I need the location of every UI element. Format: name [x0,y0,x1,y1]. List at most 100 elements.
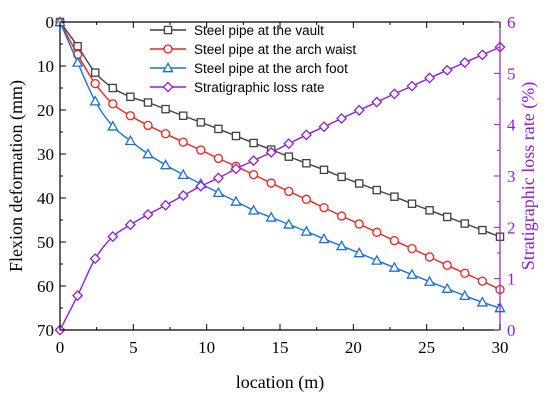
data-point-3-19 [388,88,400,100]
data-point-2-9 [212,186,225,198]
data-point-2-15 [318,232,330,244]
data-point-2-2 [89,95,101,106]
data-point-1-3 [108,99,118,109]
legend-entry-0: Steel pipe at the vault [150,23,324,38]
y-left-tick-label-4: 40 [37,189,54,208]
data-point-3-9 [212,172,224,184]
data-point-0-23 [460,219,470,228]
legend-marker-2 [162,62,174,73]
data-point-0-16 [337,172,346,182]
data-point-3-15 [318,121,330,133]
data-point-3-18 [371,96,383,108]
data-point-2-12 [265,211,277,222]
y-left-tick-label-5: 50 [37,233,54,252]
data-point-0-17 [354,179,364,188]
data-point-2-10 [230,195,242,206]
data-point-0-8 [196,118,206,127]
series-0 [55,17,505,241]
data-point-2-20 [406,268,418,279]
legend-label-0: Steel pipe at the vault [194,23,324,38]
data-point-3-3 [107,231,119,243]
legend-label-2: Steel pipe at the arch foot [194,61,348,76]
y-right-tick-label-6: 6 [507,13,516,32]
data-point-1-8 [196,145,206,155]
data-point-2-23 [459,289,471,301]
legend-marker-0 [163,25,173,35]
legend-label-1: Steel pipe at the arch waist [194,42,356,57]
x-tick-label-1: 5 [129,338,138,357]
data-point-2-21 [423,275,436,286]
data-point-3-4 [124,219,136,231]
data-point-0-24 [478,225,487,235]
data-point-2-19 [388,261,401,272]
data-point-2-13 [283,218,295,229]
legend-entry-3: Stratigraphic loss rate [150,80,325,95]
data-point-3-21 [424,72,436,84]
y-left-tick-label-1: 10 [37,57,54,76]
data-point-1-19 [389,236,400,246]
data-point-2-7 [177,168,189,180]
data-point-2-4 [124,134,137,146]
data-point-0-19 [390,192,399,201]
data-point-1-6 [160,129,171,139]
data-point-2-24 [476,296,489,307]
y-right-tick-label-4: 4 [507,116,516,135]
data-point-2-5 [142,148,154,159]
data-point-0-4 [126,92,135,102]
data-point-2-16 [335,240,348,251]
y-left-tick-label-2: 20 [37,101,54,120]
data-point-3-17 [353,104,365,116]
data-point-0-9 [214,124,223,134]
data-point-3-8 [195,180,207,192]
legend-entry-1: Steel pipe at the arch waist [150,42,356,57]
data-point-1-9 [213,153,224,164]
data-point-1-5 [143,120,153,131]
data-point-1-22 [442,260,452,270]
data-point-0-10 [231,131,241,141]
data-point-1-2 [90,78,100,89]
data-point-3-5 [142,208,154,221]
x-tick-label-4: 20 [345,338,362,357]
data-point-3-23 [459,57,471,69]
data-point-2-3 [107,120,119,131]
data-point-0-3 [108,83,118,93]
data-point-1-24 [477,276,488,286]
data-point-0-15 [319,165,329,175]
data-point-1-20 [407,243,417,254]
data-point-3-13 [283,138,295,150]
x-axis-title: location (m) [236,372,324,393]
data-point-1-18 [372,227,382,237]
data-point-3-1 [72,290,84,302]
y-right-tick-label-0: 0 [507,321,516,340]
data-point-0-20 [407,199,417,208]
legend-label-3: Stratigraphic loss rate [194,80,325,95]
y-right-tick-label-1: 1 [507,270,516,289]
data-point-1-7 [178,137,188,147]
data-point-3-20 [406,80,418,92]
data-point-0-22 [442,212,452,222]
data-point-1-13 [284,186,294,197]
data-point-2-11 [247,204,260,215]
data-point-1-17 [354,219,364,229]
data-point-0-18 [372,185,382,195]
data-point-3-22 [441,64,453,76]
y-right-tick-label-2: 2 [507,218,516,237]
legend-entry-2: Steel pipe at the arch foot [150,61,348,76]
x-tick-label-5: 25 [418,338,435,357]
data-point-0-21 [425,206,434,215]
x-tick-label-3: 15 [272,338,289,357]
y-axis-right-title: Stratigraphic loss rate (%) [518,82,539,270]
data-point-0-6 [161,104,170,114]
y-left-tick-label-6: 60 [37,277,54,296]
data-point-1-21 [424,252,435,262]
data-point-3-11 [248,155,260,167]
y-left-tick-label-7: 70 [37,321,54,340]
data-point-1-14 [301,194,312,204]
data-point-0-13 [284,152,294,161]
data-point-2-22 [441,282,453,293]
data-point-2-1 [71,56,84,67]
data-point-3-16 [336,112,348,125]
data-point-3-14 [300,129,312,141]
data-point-3-2 [89,253,101,265]
y-left-tick-label-0: 0 [46,13,55,32]
